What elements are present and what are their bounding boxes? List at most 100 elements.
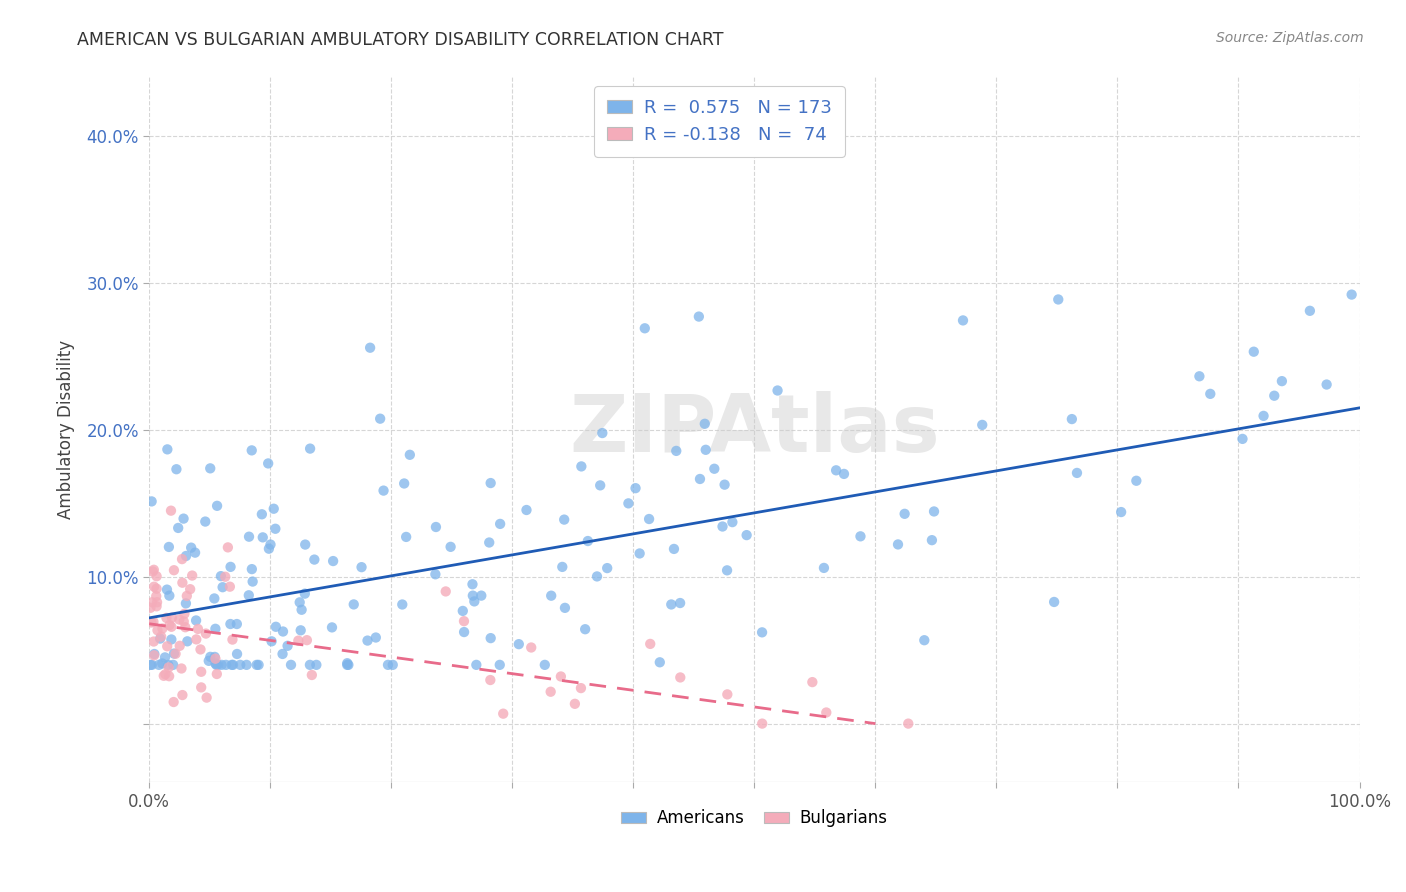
Point [226, 647, 249, 661]
Point [665, 443, 688, 458]
Point [163, 647, 186, 661]
Point [204, 622, 226, 636]
Point [801, 675, 824, 690]
Point [453, 625, 475, 640]
Point [1109, 505, 1132, 519]
Point [1125, 474, 1147, 488]
Point [617, 496, 640, 510]
Point [377, 657, 399, 672]
Point [145, 569, 167, 583]
Point [156, 640, 179, 654]
Point [257, 541, 280, 556]
Point [150, 630, 173, 644]
Point [591, 425, 613, 440]
Point [271, 624, 294, 639]
Point [688, 310, 710, 324]
Point [295, 633, 318, 648]
Point [703, 462, 725, 476]
Point [160, 620, 183, 634]
Point [169, 639, 191, 653]
Point [141, 494, 163, 508]
Point [569, 459, 592, 474]
Point [156, 582, 179, 597]
Point [1043, 595, 1066, 609]
Point [461, 577, 484, 591]
Point [574, 622, 596, 636]
Point [204, 649, 226, 664]
Point [204, 651, 226, 665]
Point [167, 521, 190, 535]
Point [439, 540, 461, 554]
Point [217, 541, 239, 555]
Point [143, 648, 166, 663]
Point [825, 463, 848, 477]
Point [336, 657, 359, 672]
Point [145, 582, 167, 596]
Point [207, 657, 229, 672]
Point [204, 657, 226, 671]
Point [1066, 466, 1088, 480]
Point [1340, 287, 1362, 301]
Point [634, 321, 657, 335]
Point [195, 690, 218, 705]
Point [695, 442, 717, 457]
Point [180, 541, 202, 555]
Point [205, 499, 228, 513]
Point [172, 688, 194, 702]
Point [322, 554, 344, 568]
Point [479, 476, 502, 491]
Point [235, 657, 257, 672]
Point [596, 561, 619, 575]
Point [186, 632, 208, 647]
Point [589, 478, 612, 492]
Point [291, 603, 314, 617]
Point [250, 508, 273, 522]
Point [176, 589, 198, 603]
Point [259, 537, 281, 551]
Point [391, 598, 413, 612]
Point [288, 595, 311, 609]
Point [815, 706, 838, 720]
Point [434, 584, 457, 599]
Point [160, 610, 183, 624]
Point [551, 560, 574, 574]
Point [170, 552, 193, 566]
Point [146, 595, 169, 609]
Point [173, 615, 195, 629]
Point [170, 661, 193, 675]
Point [350, 560, 373, 574]
Point [159, 618, 181, 632]
Point [215, 657, 238, 672]
Point [181, 568, 204, 582]
Point [257, 457, 280, 471]
Point [540, 684, 562, 698]
Point [669, 596, 692, 610]
Point [689, 472, 711, 486]
Point [463, 594, 485, 608]
Point [1047, 293, 1070, 307]
Point [149, 632, 172, 646]
Point [669, 670, 692, 684]
Point [169, 613, 191, 627]
Point [187, 622, 209, 636]
Point [173, 511, 195, 525]
Point [246, 657, 269, 672]
Point [229, 657, 252, 672]
Point [298, 657, 321, 672]
Point [479, 673, 502, 687]
Point [1253, 409, 1275, 423]
Point [184, 614, 207, 628]
Point [238, 530, 260, 544]
Point [160, 632, 183, 647]
Point [205, 657, 228, 672]
Point [716, 563, 738, 577]
Point [157, 589, 180, 603]
Point [569, 681, 592, 695]
Point [165, 462, 187, 476]
Point [972, 417, 994, 432]
Point [271, 647, 294, 661]
Point [576, 534, 599, 549]
Point [280, 657, 302, 672]
Point [465, 657, 488, 672]
Point [263, 501, 285, 516]
